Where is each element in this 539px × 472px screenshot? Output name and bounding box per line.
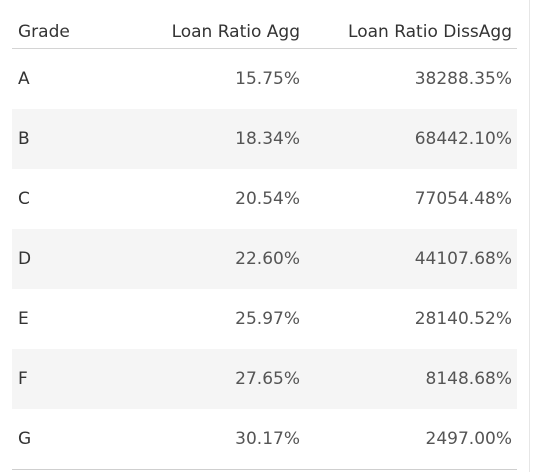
loan-ratio-agg-cell: 22.60%	[235, 249, 300, 269]
header-loan-ratio-dissagg[interactable]: Loan Ratio DissAgg	[348, 22, 512, 42]
table-row[interactable]: D 22.60% 44107.68%	[12, 229, 517, 289]
table-bottom-divider	[12, 469, 517, 470]
grade-cell: A	[18, 69, 30, 89]
table-row[interactable]: B 18.34% 68442.10%	[12, 109, 517, 169]
panel-divider	[529, 0, 530, 472]
loan-ratio-agg-cell: 30.17%	[235, 429, 300, 449]
table-row[interactable]: E 25.97% 28140.52%	[12, 289, 517, 349]
loan-ratio-agg-cell: 25.97%	[235, 309, 300, 329]
loan-ratio-dissagg-cell: 77054.48%	[414, 189, 512, 209]
header-grade[interactable]: Grade	[18, 22, 70, 42]
grade-cell: B	[18, 129, 30, 149]
table-header: Grade Loan Ratio Agg Loan Ratio DissAgg	[12, 16, 517, 49]
loan-ratio-dissagg-cell: 38288.35%	[414, 69, 512, 89]
loan-ratio-agg-cell: 18.34%	[235, 129, 300, 149]
loan-ratio-dissagg-cell: 44107.68%	[414, 249, 512, 269]
grade-cell: D	[18, 249, 32, 269]
grade-cell: F	[18, 369, 28, 389]
loan-ratio-agg-cell: 27.65%	[235, 369, 300, 389]
grade-cell: E	[18, 309, 29, 329]
loan-ratio-agg-cell: 20.54%	[235, 189, 300, 209]
header-loan-ratio-agg[interactable]: Loan Ratio Agg	[171, 22, 300, 42]
grade-loan-ratio-table: Grade Loan Ratio Agg Loan Ratio DissAgg …	[12, 16, 517, 470]
loan-ratio-dissagg-cell: 68442.10%	[414, 129, 512, 149]
loan-ratio-agg-cell: 15.75%	[235, 69, 300, 89]
loan-ratio-dissagg-cell: 2497.00%	[425, 429, 512, 449]
loan-ratio-dissagg-cell: 28140.52%	[414, 309, 512, 329]
table-row[interactable]: G 30.17% 2497.00%	[12, 409, 517, 469]
grade-cell: G	[18, 429, 32, 449]
loan-ratio-dissagg-cell: 8148.68%	[425, 369, 512, 389]
grade-cell: C	[18, 189, 30, 209]
table-row[interactable]: F 27.65% 8148.68%	[12, 349, 517, 409]
table-row[interactable]: A 15.75% 38288.35%	[12, 49, 517, 109]
table-row[interactable]: C 20.54% 77054.48%	[12, 169, 517, 229]
